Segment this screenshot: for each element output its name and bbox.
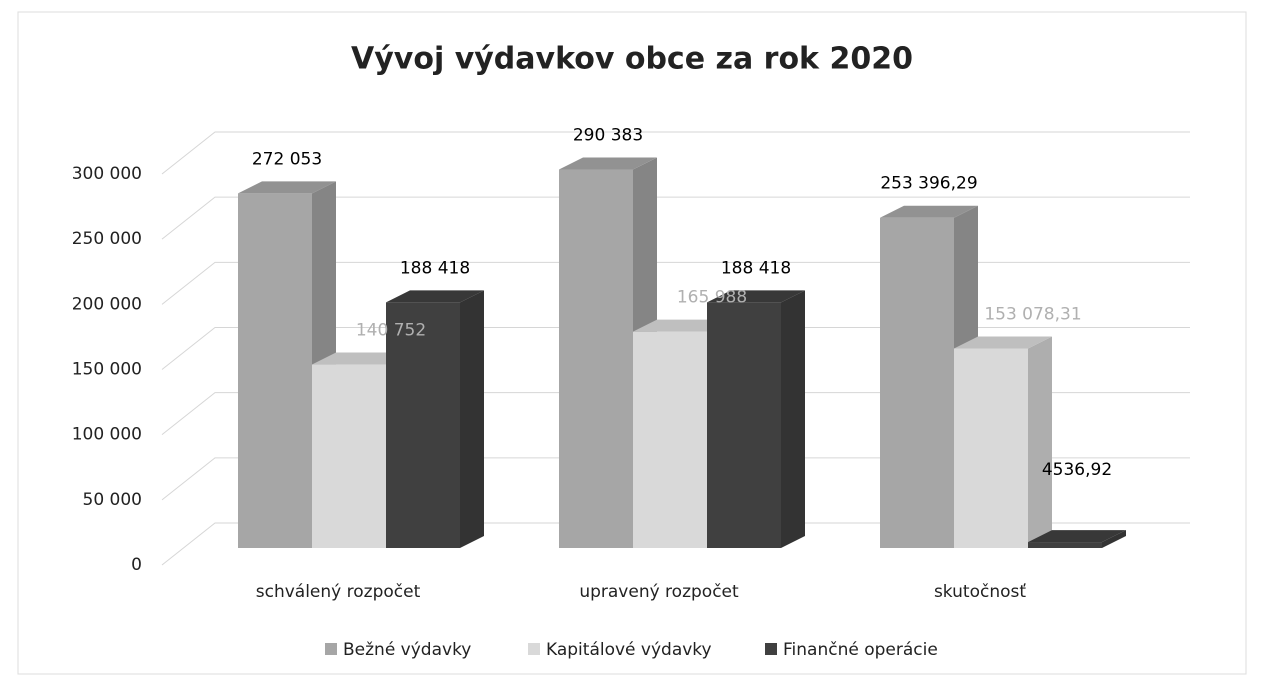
y-tick-label: 300 000: [72, 164, 142, 184]
value-label: 153 078,31: [984, 304, 1081, 324]
value-label: 272 053: [252, 149, 322, 169]
bar-side: [1102, 530, 1126, 548]
bar-top: [880, 205, 978, 218]
bar-top: [312, 352, 410, 365]
bar-top: [1028, 530, 1126, 543]
grid-line: [161, 327, 1190, 370]
grid-line: [161, 392, 1190, 436]
legend-label: Bežné výdavky: [343, 640, 471, 660]
value-label: 253 396,29: [880, 174, 977, 194]
bar-top: [238, 181, 336, 194]
value-label: 290 383: [573, 126, 643, 146]
value-label: 188 418: [400, 258, 470, 278]
legend-swatch: [528, 643, 540, 655]
grid-line: [161, 457, 1190, 501]
grid-line: [161, 196, 1190, 240]
x-tick-label: skutočnosť: [934, 582, 1026, 602]
legend-label: Kapitálové výdavky: [546, 640, 712, 660]
x-tick-label: schválený rozpočet: [256, 582, 421, 602]
bar-top: [633, 319, 731, 332]
value-label: 140 752: [356, 321, 426, 341]
x-tick-label: upravený rozpočet: [579, 582, 739, 602]
bar: [386, 302, 460, 548]
legend-swatch: [325, 643, 337, 655]
bar-top: [386, 290, 484, 303]
bar: [954, 348, 1028, 548]
legend-swatch: [765, 643, 777, 655]
bar: [880, 217, 954, 548]
y-tick-label: 0: [131, 555, 142, 575]
y-tick-label: 100 000: [72, 425, 142, 445]
value-label: 165 988: [677, 288, 747, 308]
bar-top: [954, 336, 1052, 349]
bar-top: [707, 290, 805, 303]
bar-side: [781, 290, 805, 548]
bar: [707, 302, 781, 548]
y-tick-label: 200 000: [72, 294, 142, 314]
bar: [559, 169, 633, 548]
y-tick-label: 50 000: [83, 490, 142, 510]
bar: [238, 193, 312, 548]
grid-line: [161, 261, 1190, 305]
chart-title: Vývoj výdavkov obce za rok 2020: [351, 42, 913, 77]
y-tick-label: 150 000: [72, 360, 142, 380]
bar: [312, 364, 386, 548]
bar-top: [559, 157, 657, 170]
value-label: 188 418: [721, 258, 791, 278]
bar-side: [1028, 336, 1052, 548]
bar-side: [460, 290, 484, 548]
bar: [633, 331, 707, 548]
legend-label: Finančné operácie: [783, 640, 938, 660]
value-label: 4536,92: [1042, 460, 1112, 480]
grid-line: [161, 131, 1190, 175]
y-tick-label: 250 000: [72, 229, 142, 249]
grid-line: [161, 522, 1190, 566]
bar: [1028, 542, 1102, 548]
